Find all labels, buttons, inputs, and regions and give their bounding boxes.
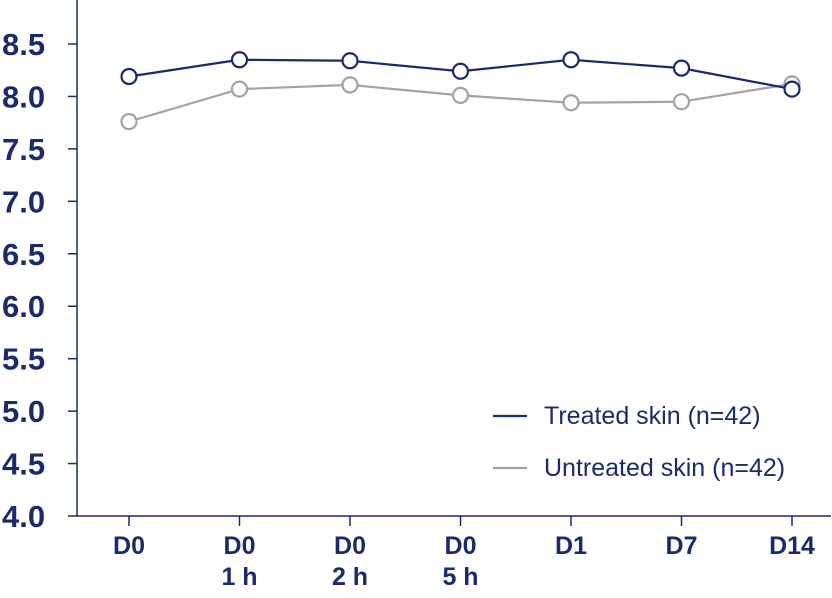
data-point [672, 59, 691, 77]
y-tick-label: 5.0 [2, 394, 45, 429]
x-tick-label: D0 [113, 532, 145, 560]
y-tick-label: 7.5 [2, 132, 45, 167]
x-tick-label: D14 [769, 532, 815, 560]
x-tick-label: 2 h [332, 563, 368, 591]
chart-legend: Treated skin (n=42) Untreated skin (n=42) [493, 402, 785, 482]
data-point [562, 94, 580, 112]
x-tick-label: D1 [555, 532, 587, 560]
legend-label: Untreated skin (n=42) [544, 454, 785, 482]
data-point [120, 67, 138, 86]
series-treated [120, 51, 801, 98]
x-tick-label: 5 h [442, 563, 478, 591]
data-point [451, 86, 470, 104]
data-point [230, 51, 249, 69]
y-tick-label: 8.5 [2, 27, 45, 62]
data-point [230, 80, 249, 98]
y-tick-label: 6.0 [2, 289, 45, 324]
data-point [562, 51, 580, 69]
series-untreated [120, 75, 801, 131]
legend-item: Untreated skin (n=42) [493, 454, 785, 482]
x-tick-label: D7 [666, 532, 698, 560]
x-axis-ticks: D0 D0 1 h D0 2 h D0 5 h D1 D7 D14 [113, 516, 815, 591]
data-point [783, 80, 801, 98]
y-tick-label: 4.5 [2, 447, 45, 482]
chart-series [120, 51, 801, 131]
x-tick-label: 1 h [221, 563, 257, 591]
y-tick-label: 4.0 [2, 499, 45, 534]
x-tick-label: D0 [224, 532, 256, 560]
y-tick-label: 7.0 [2, 184, 45, 219]
data-point [341, 76, 359, 94]
x-tick-label: D0 [445, 532, 477, 560]
y-tick-label: 8.0 [2, 79, 45, 114]
legend-label: Treated skin (n=42) [544, 402, 761, 430]
legend-item: Treated skin (n=42) [493, 402, 761, 430]
chart-axes [76, 0, 831, 517]
data-point [120, 113, 138, 131]
y-tick-label: 5.5 [2, 342, 45, 377]
x-tick-label: D0 [334, 532, 366, 560]
y-axis-ticks: 4.0 4.5 5.0 5.5 6.0 6.5 7.0 7.5 8.0 8.5 [2, 27, 77, 534]
data-point [672, 93, 691, 111]
data-point [451, 62, 470, 80]
data-point [341, 52, 359, 70]
y-tick-label: 6.5 [2, 237, 45, 272]
